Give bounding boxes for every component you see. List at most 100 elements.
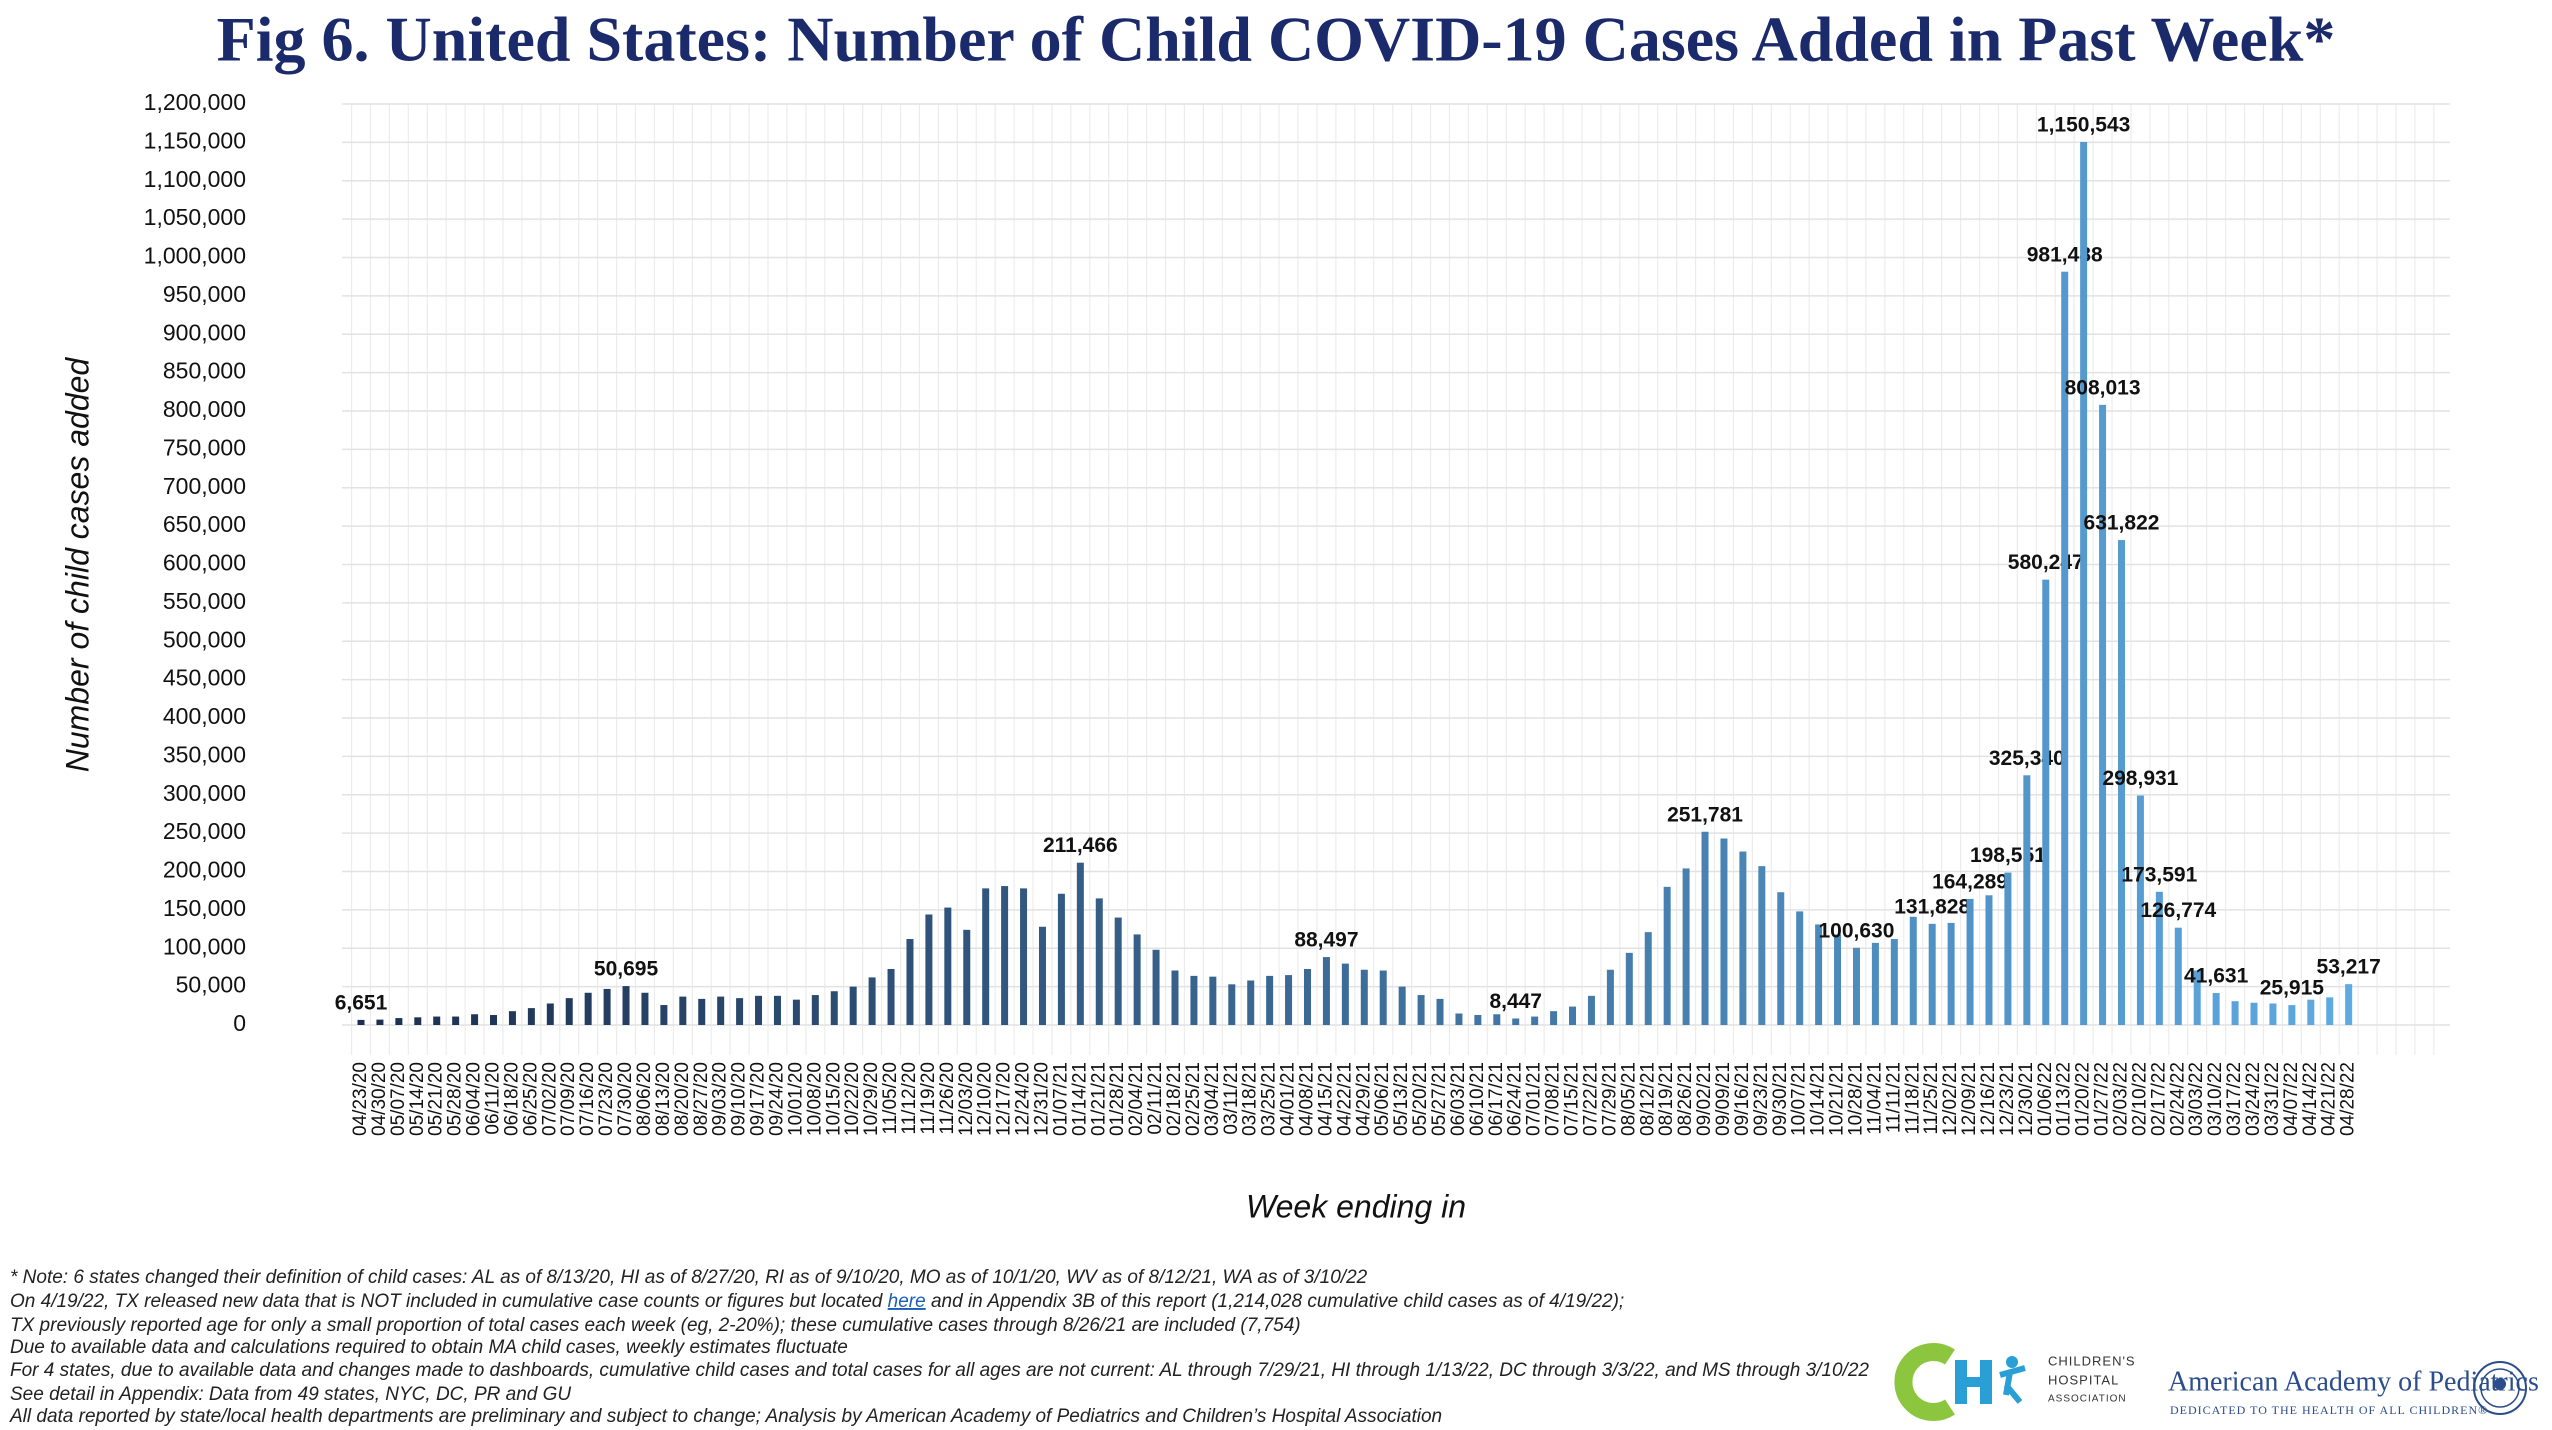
x-tick-label: 04/21/22 [2319, 1062, 2340, 1136]
bar [471, 1014, 479, 1025]
bar [546, 1003, 554, 1025]
y-tick-label: 650,000 [163, 511, 246, 537]
x-tick-label: 10/01/20 [785, 1062, 806, 1136]
x-tick-label: 10/07/21 [1789, 1062, 1810, 1136]
bar [679, 996, 687, 1025]
bar [1001, 886, 1009, 1025]
bar [376, 1019, 384, 1025]
x-tick-label: 05/14/20 [407, 1062, 428, 1136]
footnote-text: and in Appendix 3B of this report (1,214… [926, 1291, 1625, 1312]
y-tick-label: 550,000 [163, 588, 246, 614]
x-tick-label: 11/19/20 [918, 1062, 939, 1135]
x-tick-label: 02/11/21 [1145, 1062, 1166, 1135]
x-tick-label: 02/18/21 [1164, 1062, 1185, 1136]
x-tick-label: 01/21/21 [1088, 1062, 1109, 1136]
value-label: 580,247 [2008, 551, 2084, 574]
x-tick-label: 09/23/21 [1751, 1062, 1772, 1136]
logo-shape [2006, 1356, 2018, 1368]
footnotes: * Note: 6 states changed their definitio… [9, 1267, 1869, 1427]
x-tick-label: 10/14/21 [1808, 1062, 1829, 1136]
x-tick-label: 08/26/21 [1675, 1062, 1696, 1136]
emblem-ring [2480, 1368, 2520, 1408]
logo-shape [1955, 1377, 1992, 1387]
aap-emblem [2473, 1361, 2527, 1415]
x-tick-label: 12/09/21 [1959, 1062, 1980, 1136]
x-tick-label: 04/14/22 [2300, 1062, 2321, 1136]
x-tick-label: 06/11/20 [483, 1062, 504, 1135]
y-tick-label: 100,000 [163, 933, 246, 959]
x-tick-label: 09/16/21 [1732, 1062, 1753, 1136]
bar [565, 998, 573, 1025]
x-tick-label: 11/05/20 [880, 1062, 901, 1135]
x-tick-label: 07/29/21 [1599, 1062, 1620, 1136]
value-label: 100,630 [1819, 919, 1895, 942]
y-tick-label: 500,000 [163, 626, 246, 652]
bar [1834, 934, 1842, 1025]
value-label: 50,695 [594, 958, 659, 981]
bar [527, 1008, 535, 1025]
bar [1455, 1013, 1463, 1025]
x-tick-label: 09/30/21 [1770, 1062, 1791, 1136]
x-tick-label: 01/28/21 [1107, 1062, 1128, 1136]
y-tick-label: 150,000 [163, 895, 246, 921]
value-label: 6,651 [335, 991, 388, 1014]
y-tick-label: 1,150,000 [144, 127, 246, 153]
x-tick-label: 09/10/20 [729, 1062, 750, 1136]
bar [1057, 893, 1065, 1025]
bar [773, 995, 781, 1025]
x-tick-label: 09/09/21 [1713, 1062, 1734, 1136]
bar [452, 1016, 460, 1025]
y-tick-label: 350,000 [163, 741, 246, 767]
x-tick-label: 04/22/21 [1334, 1062, 1355, 1136]
bar [2307, 999, 2315, 1025]
x-tick-label: 02/25/21 [1183, 1062, 1204, 1136]
bar [1947, 922, 1955, 1025]
footnote: For 4 states, due to available data and … [10, 1360, 1869, 1381]
value-label: 164,289 [1932, 870, 2008, 893]
x-tick-label: 02/17/22 [2148, 1062, 2169, 1136]
bar [2023, 775, 2031, 1025]
x-tick-label: 02/24/22 [2167, 1062, 2188, 1136]
bar [1474, 1015, 1482, 1025]
bar [414, 1017, 422, 1025]
x-tick-label: 09/17/20 [748, 1062, 769, 1136]
x-tick-label: 10/22/20 [842, 1062, 863, 1136]
footnote: TX previously reported age for only a sm… [10, 1315, 1301, 1336]
bar [1587, 995, 1595, 1025]
footnote-link[interactable]: here [888, 1291, 926, 1312]
bar [792, 999, 800, 1025]
y-tick-label: 900,000 [163, 319, 246, 345]
x-tick-label: 02/10/22 [2129, 1062, 2150, 1136]
bar [1133, 934, 1141, 1025]
value-label: 251,781 [1667, 803, 1743, 826]
bar [490, 1015, 498, 1025]
footnote: On 4/19/22, TX released new data that is… [10, 1291, 1624, 1312]
value-label: 126,774 [2140, 899, 2216, 922]
bar [698, 998, 706, 1025]
footnote: All data reported by state/local health … [9, 1406, 1442, 1427]
bar [622, 986, 630, 1025]
x-tick-label: 02/04/21 [1126, 1062, 1147, 1136]
x-tick-label: 01/07/21 [1050, 1062, 1071, 1136]
bar [736, 998, 744, 1025]
x-tick-label: 06/03/21 [1448, 1062, 1469, 1136]
x-tick-label: 03/04/21 [1202, 1062, 1223, 1136]
bar [1625, 952, 1633, 1025]
value-label: 131,828 [1894, 895, 1970, 918]
x-tick-label: 12/02/21 [1940, 1062, 1961, 1136]
bar [2288, 1005, 2296, 1025]
value-label: 1,150,543 [2037, 114, 2130, 137]
bar [1512, 1018, 1520, 1025]
bar [1815, 924, 1823, 1025]
value-label: 808,013 [2065, 376, 2141, 399]
chart-title: Fig 6. United States: Number of Child CO… [217, 4, 2336, 75]
x-tick-label: 07/22/21 [1580, 1062, 1601, 1136]
cha-text: CHILDREN'S [2048, 1353, 2136, 1368]
bar [944, 907, 952, 1025]
bar [1777, 892, 1785, 1025]
y-tick-label: 450,000 [163, 665, 246, 691]
bar [849, 986, 857, 1025]
y-axis-label: Number of child cases added [59, 357, 95, 773]
x-tick-label: 10/15/20 [823, 1062, 844, 1136]
bar [1493, 1014, 1501, 1025]
